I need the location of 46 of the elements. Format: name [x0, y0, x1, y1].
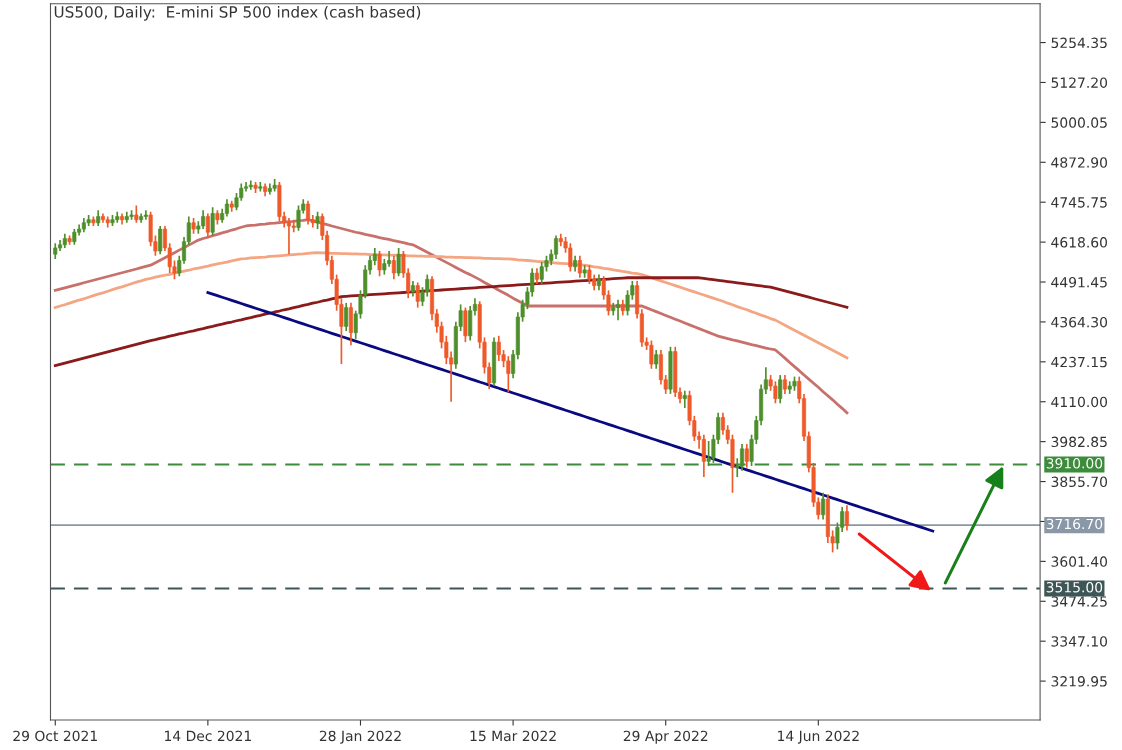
candlestick	[682, 389, 687, 409]
candlestick	[821, 491, 826, 521]
ref-line-label: 3716.70	[1046, 518, 1103, 530]
y-tick-label: 4364.30	[1051, 316, 1108, 328]
candlestick	[391, 254, 396, 281]
x-tick-label: 14 Dec 2021	[165, 730, 251, 742]
y-tick-label: 3347.10	[1051, 636, 1108, 647]
y-tick-label: 3219.95	[1051, 676, 1107, 687]
candlestick	[744, 443, 749, 469]
candlestick	[701, 433, 706, 478]
x-tick-label: 14 Jun 2022	[778, 730, 859, 744]
candlestick	[205, 212, 210, 238]
candlestick	[210, 206, 215, 237]
candlestick	[377, 250, 382, 278]
candlestick	[415, 281, 420, 309]
candlestick	[396, 247, 401, 278]
candlestick	[344, 302, 349, 332]
y-tick-label: 4110.00	[1051, 396, 1108, 408]
candlestick	[844, 504, 849, 532]
y-tick-label: 5254.35	[1051, 37, 1107, 49]
candlestick	[577, 254, 582, 279]
x-tick-label: 15 Mar 2022	[470, 730, 556, 742]
x-tick-label: 28 Jan 2022	[319, 730, 401, 744]
line-series	[206, 291, 935, 533]
y-tick-label: 4618.60	[1051, 237, 1108, 248]
ref-line-label: 3515.00	[1046, 582, 1103, 593]
y-tick-label: 5127.20	[1051, 77, 1108, 88]
y-tick-label: 5000.05	[1051, 117, 1107, 128]
y-tick-label: 4872.90	[1051, 157, 1108, 168]
candlestick	[778, 374, 783, 405]
x-tick-label: 29 Oct 2021	[13, 730, 97, 742]
candlestick	[306, 200, 311, 226]
candlestick	[654, 349, 659, 370]
candlestick	[248, 179, 253, 191]
x-tick-label: 29 Apr 2022	[623, 730, 708, 744]
y-tick-label: 4237.15	[1051, 356, 1107, 368]
y-tick-label: 4745.75	[1051, 197, 1107, 208]
candlestick	[782, 374, 787, 395]
candlestick	[158, 225, 163, 256]
ref-line-label: 3910.00	[1046, 458, 1103, 469]
chart-title: US500, Daily: E-mini SP 500 index (cash based)	[54, 5, 421, 21]
y-tick-label: 3855.70	[1051, 476, 1108, 488]
y-tick-label: 3601.40	[1051, 556, 1108, 567]
y-tick-label: 4491.45	[1051, 276, 1107, 288]
y-tick-label: 3474.25	[1051, 596, 1107, 607]
y-tick-label: 3982.85	[1051, 436, 1107, 448]
